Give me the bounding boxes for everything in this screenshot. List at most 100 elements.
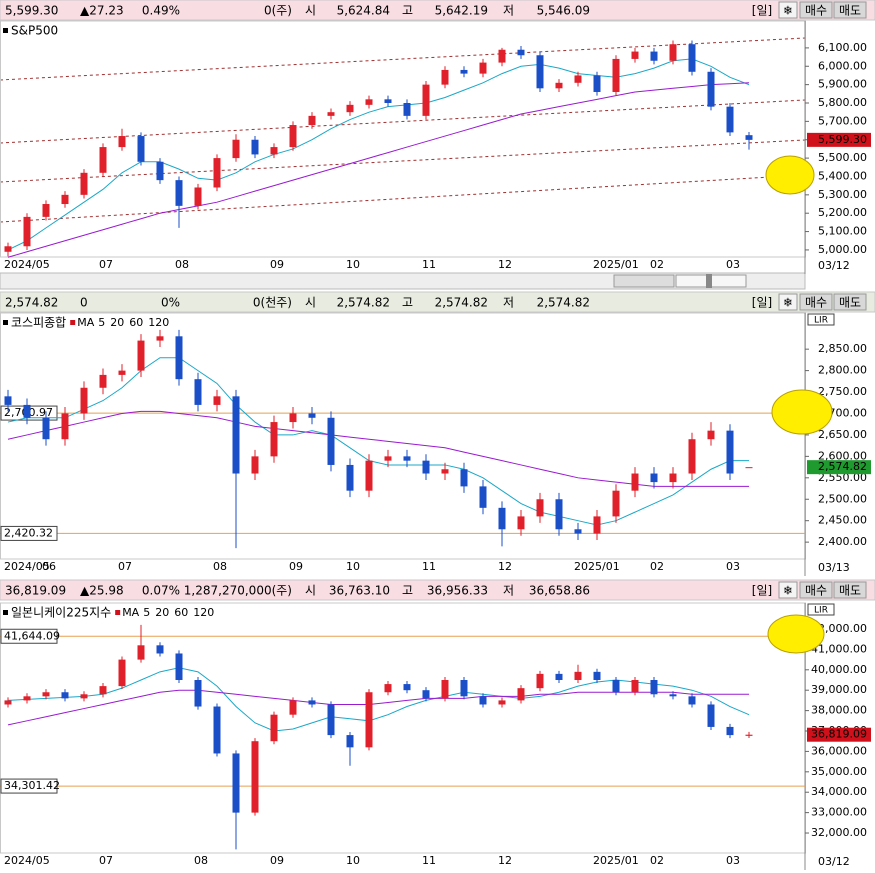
- button-label: [일]: [752, 4, 772, 18]
- candle-body: [555, 82, 563, 89]
- candle-body: [80, 387, 88, 414]
- x-tick-label: 09: [270, 258, 284, 271]
- candle-body: [175, 180, 183, 206]
- button[interactable]: 매도: [833, 1, 867, 19]
- candle-body: [308, 115, 316, 126]
- end-date: 03/12: [818, 259, 850, 272]
- button[interactable]: [일]: [752, 584, 772, 598]
- button[interactable]: ❄: [778, 581, 798, 599]
- button-label: 매수: [805, 296, 827, 310]
- candle-body: [232, 396, 240, 474]
- y-tick-label: 39,000.00: [811, 683, 867, 696]
- button[interactable]: 매수: [799, 581, 833, 599]
- candle-body: [4, 700, 12, 705]
- candle-body: [517, 688, 525, 701]
- button-bg: [778, 1, 798, 19]
- candle-body: [384, 684, 392, 693]
- header-change: 0: [80, 296, 88, 310]
- button[interactable]: [일]: [752, 4, 772, 18]
- scale-box-label: LIR: [814, 316, 828, 326]
- button-label: ❄: [783, 584, 793, 598]
- y-tick-label: 2,750.00: [818, 385, 867, 398]
- button[interactable]: ❄: [778, 1, 798, 19]
- y-tick-label: 36,000.00: [811, 744, 867, 757]
- candle-body: [650, 51, 658, 61]
- scrollbar[interactable]: [0, 272, 806, 290]
- candle-body: [213, 396, 221, 405]
- candle-body: [270, 147, 278, 155]
- end-date: 03/12: [818, 855, 850, 868]
- x-tick-label: 10: [346, 560, 360, 573]
- zoom-thumb[interactable]: [706, 274, 712, 288]
- scroll-track[interactable]: [0, 272, 806, 290]
- candle-body: [4, 396, 12, 405]
- y-tick-label: 35,000.00: [811, 765, 867, 778]
- candle-body: [669, 694, 677, 697]
- candle-body: [251, 741, 259, 813]
- candle-body: [403, 103, 411, 116]
- header-open: 5,624.84: [337, 4, 390, 18]
- candle-body: [745, 467, 753, 469]
- candle-body: [80, 172, 88, 195]
- button[interactable]: [일]: [752, 296, 772, 310]
- header-high: 36,956.33: [427, 584, 488, 598]
- header-price: 36,819.09: [5, 584, 66, 598]
- button[interactable]: ❄: [778, 293, 798, 311]
- y-tick-label: 2,850.00: [818, 342, 867, 355]
- legend-entry: 20: [155, 606, 169, 619]
- y-tick-label: 5,400.00: [818, 169, 867, 182]
- candle-body: [213, 158, 221, 188]
- x-tick-label: 03: [726, 854, 740, 867]
- button[interactable]: 매수: [799, 293, 833, 311]
- candle-body: [156, 161, 164, 181]
- legend-entry: 120: [193, 606, 214, 619]
- candle-body: [384, 456, 392, 461]
- button-bg: [799, 581, 833, 599]
- candle-body: [137, 136, 145, 162]
- candle-body: [346, 735, 354, 748]
- y-tick-label: 38,000.00: [811, 704, 867, 717]
- candle-body: [99, 374, 107, 388]
- x-tick-label: 2025/01: [574, 560, 620, 573]
- button[interactable]: 매도: [833, 293, 867, 311]
- x-tick-label: 09: [289, 560, 303, 573]
- button-bg: [833, 1, 867, 19]
- y-tick-label: 2,400.00: [818, 535, 867, 548]
- header-volume: 0(주): [264, 4, 292, 18]
- x-tick-label: 03: [726, 258, 740, 271]
- button[interactable]: 매도: [833, 581, 867, 599]
- x-tick-label: 02: [650, 854, 664, 867]
- x-tick-label: 10: [346, 854, 360, 867]
- candle-body: [403, 684, 411, 691]
- reference-label: 34,301.42: [4, 779, 60, 792]
- candle-body: [726, 430, 734, 474]
- candle-body: [612, 680, 620, 693]
- candle-body: [555, 499, 563, 530]
- candle-body: [23, 696, 31, 701]
- chart-title: 코스피종합: [11, 316, 66, 330]
- candle-body: [118, 659, 126, 687]
- candle-body: [327, 112, 335, 116]
- candle-body: [23, 216, 31, 247]
- y-tick-label: 34,000.00: [811, 785, 867, 798]
- candle-body: [460, 469, 468, 487]
- candle-body: [612, 490, 620, 517]
- moving-average: [7, 82, 750, 258]
- button[interactable]: 매수: [799, 1, 833, 19]
- candle-body: [289, 125, 297, 148]
- scale-box: [807, 603, 835, 616]
- y-tick-label: 5,900.00: [818, 78, 867, 91]
- x-tick-label: 02: [650, 258, 664, 271]
- scroll-buttons[interactable]: [613, 274, 675, 288]
- legend-ma: MA: [77, 316, 94, 329]
- x-tick-label: 12: [498, 258, 512, 271]
- last-price-bg: [807, 727, 871, 742]
- moving-average: [7, 58, 750, 251]
- button-bg: [778, 293, 798, 311]
- candle-body: [498, 507, 506, 530]
- highlight: [767, 614, 825, 654]
- candle-body: [479, 486, 487, 508]
- x-tick-label: 03: [726, 560, 740, 573]
- header-high-label: 고: [402, 296, 413, 310]
- last-price-label: 2,574.82: [818, 460, 867, 473]
